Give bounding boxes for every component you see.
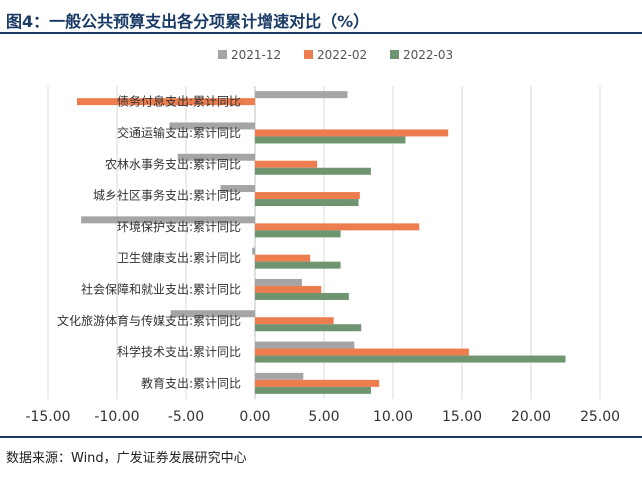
bar xyxy=(255,341,355,349)
x-tick-label: -5.00 xyxy=(168,409,204,425)
bar xyxy=(255,223,420,231)
category-label: 城乡社区事务支出:累计同比 xyxy=(93,188,241,203)
bar xyxy=(255,160,318,168)
legend-label: 2022-03 xyxy=(403,48,453,62)
category-label: 文化旅游体育与传媒支出:累计同比 xyxy=(57,313,241,328)
category-label: 交通运输支出:累计同比 xyxy=(117,125,241,140)
category-label: 债务付息支出:累计同比 xyxy=(117,94,241,109)
bar xyxy=(255,317,334,325)
chart: -15.00 -10.00 -5.00 0.00 5.00 10.00 15.00 20.00… xyxy=(25,48,620,425)
bar xyxy=(255,192,360,200)
x-tick-label: 5.00 xyxy=(308,409,339,425)
legend-swatch xyxy=(390,50,399,59)
bar xyxy=(255,348,469,356)
category-label: 社会保障和就业支出:累计同比 xyxy=(81,281,241,296)
bar xyxy=(255,372,304,380)
bar xyxy=(255,199,359,207)
x-tick-label: 10.00 xyxy=(373,409,413,425)
bar xyxy=(220,185,255,193)
category-label: 环境保护支出:累计同比 xyxy=(117,219,241,234)
bar xyxy=(255,129,449,137)
source-bar: 数据来源：Wind，广发证券发展研究中心 xyxy=(0,436,642,480)
x-tick-label: 15.00 xyxy=(442,409,482,425)
bar xyxy=(255,285,322,293)
bar xyxy=(170,310,255,318)
bar xyxy=(255,167,371,175)
bar xyxy=(255,355,566,363)
x-tick-label: 25.00 xyxy=(580,409,620,425)
x-tick-label: -10.00 xyxy=(94,409,139,425)
bar xyxy=(76,98,255,106)
bar xyxy=(255,386,371,394)
bar xyxy=(255,292,349,300)
bar xyxy=(255,254,311,262)
legend-swatch xyxy=(304,50,313,59)
bar xyxy=(255,261,341,269)
bar xyxy=(255,136,406,144)
x-tick-label: -15.00 xyxy=(25,409,70,425)
bar xyxy=(255,91,348,99)
bar xyxy=(255,324,362,332)
bar xyxy=(255,278,302,286)
bar xyxy=(255,230,341,238)
category-label: 教育支出:累计同比 xyxy=(141,375,241,390)
source-note: 数据来源：Wind，广发证券发展研究中心 xyxy=(6,451,247,466)
legend-label: 2021-12 xyxy=(231,48,281,62)
chart-title: 图4：一般公共预算支出各分项累计增速对比（%） xyxy=(6,12,370,31)
legend-label: 2022-02 xyxy=(317,48,367,62)
bar xyxy=(177,153,255,161)
bar xyxy=(81,216,256,224)
bar xyxy=(169,122,255,130)
category-label: 科学技术支出:累计同比 xyxy=(117,344,241,359)
bar xyxy=(252,247,255,255)
bar xyxy=(255,379,380,387)
legend-swatch xyxy=(218,50,227,59)
category-label: 农林水事务支出:累计同比 xyxy=(105,156,241,171)
x-tick-label: 0.00 xyxy=(239,409,270,425)
category-label: 卫生健康支出:累计同比 xyxy=(117,250,241,265)
x-tick-label: 20.00 xyxy=(511,409,551,425)
title-bar: 图4：一般公共预算支出各分项累计增速对比（%） xyxy=(0,0,642,34)
